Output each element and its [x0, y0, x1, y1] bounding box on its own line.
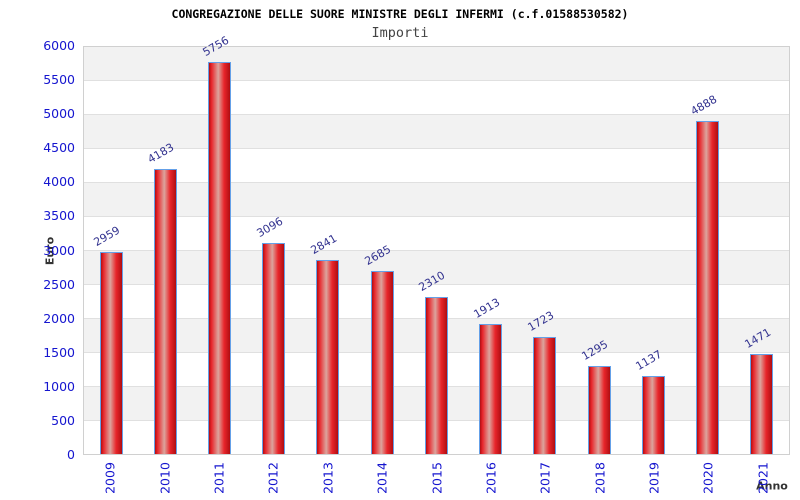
bar-2012	[262, 243, 286, 454]
bar-slot-2020: 4888	[680, 47, 734, 454]
bar-slot-2015: 2310	[409, 47, 463, 454]
bar-2011	[208, 62, 232, 454]
grid-band	[84, 182, 789, 216]
bar-slot-2009: 2959	[84, 47, 138, 454]
bar-value-label: 2959	[91, 223, 123, 249]
grid-band	[84, 114, 789, 148]
x-tick-label-2011: 2011	[211, 462, 227, 494]
plot-area: 2959 4183 5756 3096 2841 2685 2310 1913 1723 1295…	[83, 34, 790, 455]
bar-value-label: 1137	[633, 347, 665, 373]
gridline-bands	[84, 47, 789, 454]
bar-slot-2017: 1723	[518, 47, 572, 454]
bar-slot-2011: 5756	[192, 34, 246, 454]
bar-value-label: 3096	[254, 214, 286, 240]
bar-2021	[750, 354, 774, 454]
bar-value-label: 1913	[471, 295, 502, 321]
x-tick-label-2010: 2010	[157, 462, 173, 494]
y-tick-label: 3500	[43, 208, 75, 224]
x-tick-label-2016: 2016	[483, 462, 499, 494]
y-tick-label: 6000	[43, 38, 75, 53]
bar-2017	[533, 337, 557, 454]
bar-value-label: 1723	[525, 308, 557, 334]
bar-value-label: 1471	[742, 325, 773, 351]
grid-band	[84, 80, 789, 114]
y-tick-label: 1000	[43, 378, 75, 394]
bar-slot-2013: 2841	[301, 47, 355, 454]
bar-slot-2014: 2685	[355, 47, 409, 454]
bar-slot-2010: 4183	[138, 47, 192, 454]
grid-band	[84, 216, 789, 250]
bar-value-label: 2841	[308, 231, 340, 257]
bar-2010	[153, 169, 177, 454]
y-tick-label: 3000	[43, 242, 75, 258]
x-tick-label-2019: 2019	[646, 462, 662, 494]
grid-band	[84, 148, 789, 182]
bar-2016	[479, 324, 503, 454]
x-tick-label-2012: 2012	[265, 462, 281, 494]
y-tick-label: 4000	[43, 174, 75, 190]
y-tick-label: 500	[51, 412, 75, 428]
bar-2018	[587, 366, 611, 454]
x-tick-label-2021: 2021	[755, 462, 771, 494]
bars-layer: 2959 4183 5756 3096 2841 2685 2310 1913 1723 1295…	[84, 34, 789, 454]
y-tick-label: 5000	[43, 106, 75, 122]
grid-band	[84, 47, 789, 80]
y-tick-label: 0	[67, 447, 75, 462]
y-tick-label: 2000	[43, 310, 75, 326]
x-tick-label-2018: 2018	[592, 462, 608, 494]
grid-band	[84, 250, 789, 284]
bar-2013	[316, 260, 340, 454]
x-axis-title: Anno	[756, 479, 788, 493]
bar-2015	[424, 297, 448, 454]
bar-slot-2016: 1913	[464, 47, 518, 454]
bar-2009	[99, 252, 123, 454]
x-tick-label-2017: 2017	[537, 462, 553, 494]
bar-slot-2012: 3096	[247, 47, 301, 454]
bar-slot-2021: 1471	[735, 47, 789, 454]
bar-value-label: 4183	[145, 140, 177, 166]
bar-value-label: 4888	[688, 92, 719, 118]
y-tick-label: 2500	[43, 276, 75, 292]
x-tick-label-2015: 2015	[429, 462, 444, 494]
y-tick-label: 1500	[43, 344, 75, 360]
bar-value-label: 1295	[579, 337, 611, 363]
x-tick-label-2020: 2020	[700, 462, 716, 494]
chart-subtitle: Importi	[371, 25, 429, 41]
bar-slot-2019: 1137	[626, 47, 680, 454]
chart-title: CONGREGAZIONE DELLE SUORE MINISTRE DEGLI…	[171, 7, 629, 21]
x-tick-label-2009: 2009	[102, 462, 118, 494]
bar-2019	[641, 376, 665, 454]
y-tick-label: 4500	[43, 140, 75, 156]
bar-slot-2018: 1295	[572, 47, 626, 454]
x-tick-label-2014: 2014	[374, 462, 390, 494]
bar-2020	[696, 121, 720, 454]
bar-value-label: 2685	[362, 242, 394, 268]
bar-value-label: 2310	[416, 268, 448, 294]
bar-2014	[370, 271, 394, 454]
y-tick-label: 5500	[43, 72, 75, 88]
x-tick-label-2013: 2013	[320, 462, 336, 494]
